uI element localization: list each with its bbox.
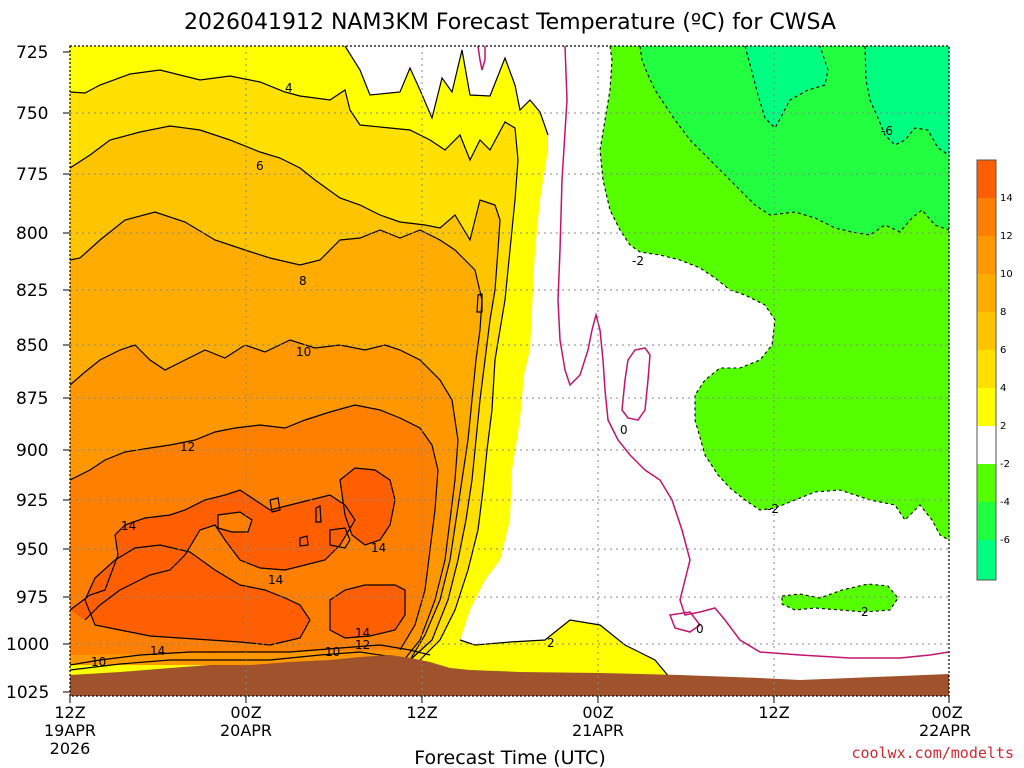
- contour-label: 2: [547, 636, 555, 650]
- x-tick-label: 19APR: [44, 721, 96, 740]
- x-axis-title: Forecast Time (UTC): [414, 747, 605, 768]
- colorbar-tick: 2: [1000, 421, 1006, 432]
- colorbar-tick: -2: [1000, 459, 1010, 470]
- colorbar-tick: 14: [1000, 193, 1013, 204]
- contour-label: 10: [325, 645, 340, 659]
- contour-label: 0: [620, 423, 628, 437]
- x-tick-label: 00Z: [582, 703, 613, 722]
- chart-title: 2026041912 NAM3KM Forecast Temperature (…: [184, 10, 836, 35]
- y-tick-label: 750: [16, 104, 48, 124]
- y-tick-label: 950: [16, 540, 48, 560]
- contour-label: 6: [256, 159, 264, 173]
- x-tick-label: 20APR: [220, 721, 272, 740]
- band-neg6-neg8: [745, 46, 828, 128]
- colorbar-tick: 8: [1000, 307, 1006, 318]
- y-tick-label: 875: [16, 389, 48, 409]
- x-tick-label: 00Z: [230, 703, 261, 722]
- band-neg6-neg8-b: [865, 46, 949, 155]
- y-tick-label: 775: [16, 165, 48, 185]
- y-tick-label: 1025: [6, 683, 49, 703]
- x-tick-label: 22APR: [919, 721, 971, 740]
- y-tick-label: 1000: [6, 635, 49, 655]
- y-tick-label: 975: [16, 588, 48, 608]
- colorbar-tick: 12: [1000, 231, 1013, 242]
- contour-label: 12: [180, 440, 195, 454]
- colorbar-tick: 10: [1000, 269, 1013, 280]
- contour-label: -6: [881, 124, 893, 138]
- x-tick-label: 2026: [50, 739, 91, 758]
- contour-label: -2: [632, 254, 644, 268]
- x-axis: 12Z 19APR 2026 00Z 20APR 12Z 00Z 21APR 1…: [44, 696, 971, 758]
- plot-frame: [69, 45, 950, 697]
- zero-contour: [477, 46, 949, 659]
- contour-label: 14: [371, 541, 386, 555]
- contour-label: 10: [91, 655, 106, 669]
- y-tick-label: 900: [16, 441, 48, 461]
- x-tick-label: 12Z: [406, 703, 437, 722]
- colorbar-tick: -4: [1000, 497, 1010, 508]
- contour-label: 14: [355, 626, 370, 640]
- y-tick-label: 825: [16, 281, 48, 301]
- contour-labels: 4 6 8 10 12 14 14 14 14 14 10 12 10 2 -2…: [91, 81, 893, 669]
- contour-label: 14: [268, 573, 283, 587]
- x-tick-label: 21APR: [572, 721, 624, 740]
- contour-label: -2: [767, 502, 779, 516]
- contour-label: 10: [296, 345, 311, 359]
- ground-surface: [70, 655, 949, 696]
- y-tick-label: 850: [16, 336, 48, 356]
- colorbar-tick: 6: [1000, 345, 1006, 356]
- x-tick-label: 12Z: [54, 703, 85, 722]
- contour-label: 0: [696, 622, 704, 636]
- credit-text: coolwx.com/modelts: [851, 744, 1014, 762]
- contour-label: 8: [299, 274, 307, 288]
- contour-label: 14: [121, 519, 136, 533]
- contour-label: 12: [355, 638, 370, 652]
- contour-label: 14: [150, 644, 165, 658]
- band-14-16-c: [340, 468, 395, 545]
- band-12-14-island: [218, 512, 252, 532]
- band-neg2-neg4-b: [782, 584, 898, 612]
- y-tick-label: 725: [16, 43, 48, 63]
- band-14-16: [70, 490, 355, 620]
- band-14-16-b: [85, 545, 310, 645]
- positive-contours: [70, 46, 671, 679]
- colorbar-tick: 4: [1000, 383, 1006, 394]
- contour-label: 2: [861, 605, 869, 619]
- colorbar: 14 12 10 8 6 4 2 -2 -4 -6: [976, 159, 1013, 581]
- gridlines: [70, 46, 949, 696]
- contour-field: [70, 46, 949, 696]
- y-tick-label: 800: [16, 224, 48, 244]
- x-tick-label: 12Z: [758, 703, 789, 722]
- x-tick-label: 00Z: [931, 703, 962, 722]
- contour-label: 4: [285, 81, 293, 95]
- band-14-16-d: [330, 585, 405, 638]
- colorbar-tick: -6: [1000, 535, 1010, 546]
- y-tick-label: 925: [16, 491, 48, 511]
- negative-contours: [599, 46, 949, 613]
- y-axis: 725 750 775 800 825 850 875 900 925 950 …: [6, 43, 70, 703]
